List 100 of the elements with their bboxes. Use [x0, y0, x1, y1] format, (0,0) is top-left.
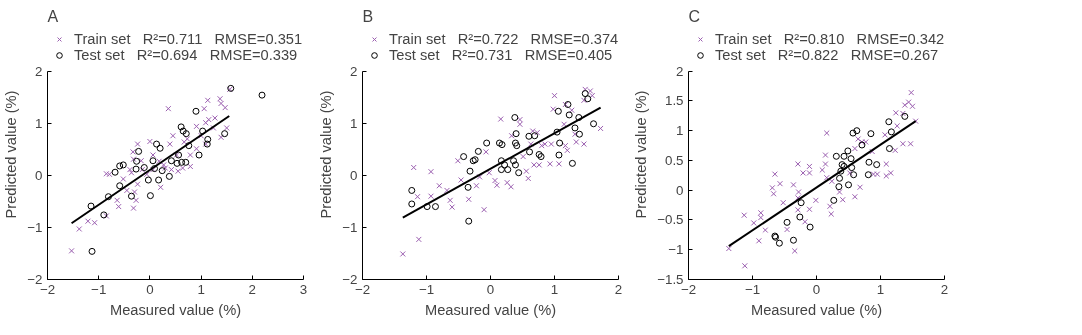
point	[497, 116, 504, 123]
point	[428, 193, 434, 200]
point	[135, 147, 143, 155]
point	[581, 90, 589, 98]
point	[193, 123, 200, 130]
point	[525, 175, 532, 182]
point	[126, 166, 133, 173]
y-tick-label: 0	[676, 182, 684, 198]
point	[120, 176, 127, 182]
x-tick-label: 2	[940, 281, 949, 297]
point	[410, 164, 417, 171]
point	[571, 124, 579, 132]
point	[156, 144, 164, 152]
point	[845, 181, 852, 189]
legend-label: Train set R²=0.711 RMSE=0.351	[74, 31, 303, 47]
point	[134, 181, 141, 188]
point	[193, 145, 200, 152]
point	[565, 111, 573, 119]
point	[428, 168, 434, 175]
x-axis-title: Measured value (%)	[109, 301, 242, 318]
y-tick-label: 2	[350, 63, 358, 79]
point	[423, 203, 431, 211]
point	[399, 251, 406, 257]
point	[116, 162, 124, 170]
point	[182, 130, 190, 138]
point	[408, 186, 416, 194]
point	[169, 132, 176, 139]
point	[179, 165, 186, 172]
point	[130, 156, 137, 163]
point	[103, 170, 110, 177]
x-axis-title: Measured value (%)	[424, 301, 557, 318]
point	[844, 147, 852, 155]
point	[590, 120, 598, 128]
y-tick-label: −0.5	[657, 212, 684, 228]
point	[887, 128, 895, 136]
point	[775, 239, 783, 247]
point	[465, 196, 472, 203]
point	[153, 140, 161, 148]
y-tick-label: 0	[350, 167, 358, 183]
point	[568, 159, 576, 167]
point	[167, 157, 175, 165]
point	[504, 166, 512, 174]
y-tick-label: 0.5	[664, 152, 684, 168]
point	[551, 92, 558, 99]
point	[218, 100, 225, 107]
point	[130, 148, 136, 155]
point	[146, 138, 153, 145]
x-tick-label: 2	[614, 281, 623, 297]
point	[789, 236, 797, 244]
x-tick-label: 0	[812, 281, 821, 297]
point	[867, 130, 875, 138]
point	[68, 247, 75, 254]
point	[138, 157, 145, 164]
point	[873, 161, 881, 169]
point	[464, 183, 472, 191]
point	[222, 104, 229, 111]
point	[849, 129, 857, 137]
y-tick-label: 1	[676, 123, 684, 139]
point	[474, 147, 482, 155]
x-tick-label: 2	[248, 281, 257, 297]
point	[204, 97, 211, 104]
y-tick-label: −1	[668, 242, 684, 258]
point	[178, 158, 186, 166]
point	[483, 139, 491, 147]
point	[431, 203, 439, 211]
point	[796, 213, 804, 221]
point	[155, 176, 163, 184]
point	[511, 114, 519, 122]
point	[454, 157, 461, 164]
point	[516, 116, 523, 123]
x-tick-label: 0	[486, 281, 495, 297]
point	[575, 130, 583, 138]
point	[130, 205, 137, 212]
y-tick-label: 0	[35, 167, 43, 183]
point	[223, 124, 230, 131]
point	[111, 168, 119, 176]
point	[515, 169, 523, 177]
y-tick-label: 1	[35, 115, 43, 131]
point	[156, 158, 163, 165]
point	[115, 203, 122, 210]
point	[836, 174, 844, 182]
point	[531, 132, 539, 140]
point	[493, 182, 500, 189]
y-tick-label: −1	[27, 219, 43, 235]
point	[850, 171, 858, 179]
point	[492, 177, 498, 184]
point	[179, 127, 187, 135]
point	[177, 123, 185, 131]
x-tick-label: 1	[550, 281, 559, 297]
x-axis-title: Measured value (%)	[750, 301, 883, 318]
point	[835, 183, 843, 191]
y-tick-label: −1.5	[657, 272, 684, 287]
point	[575, 114, 583, 122]
point	[562, 142, 569, 149]
point	[589, 92, 596, 99]
chart-title: A	[47, 7, 59, 25]
point	[783, 218, 791, 226]
point	[146, 192, 154, 200]
point	[580, 97, 587, 104]
point	[535, 151, 543, 158]
